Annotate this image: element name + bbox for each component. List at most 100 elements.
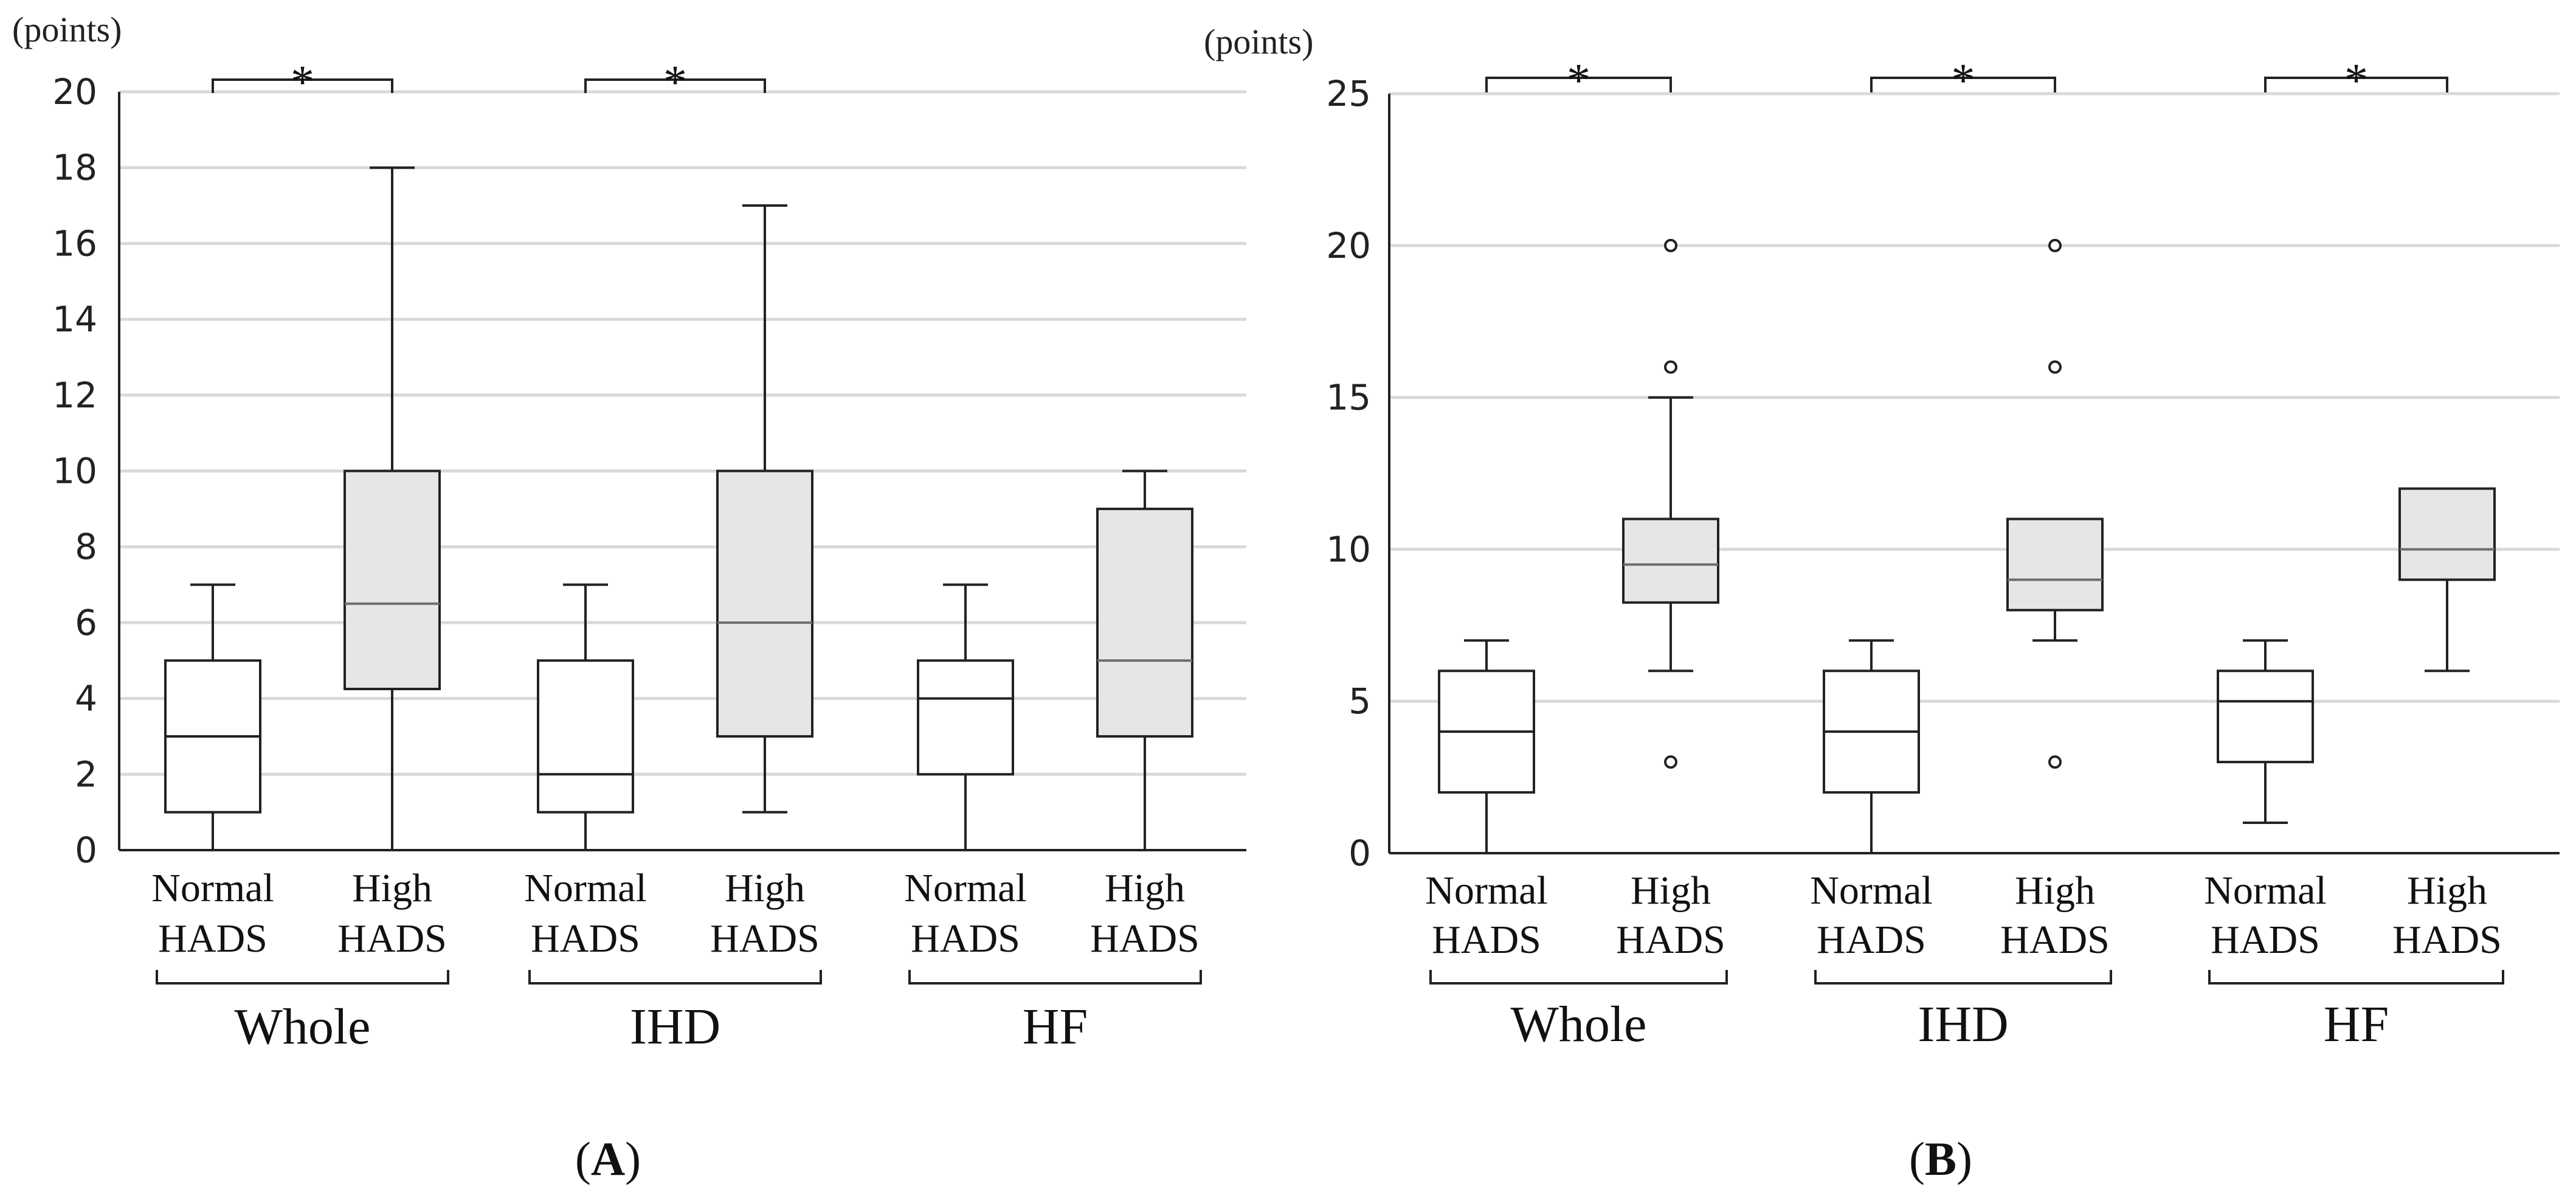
y-tick-label: 2: [75, 753, 97, 795]
category-label-line2: HADS: [337, 916, 447, 961]
group-label: IHD: [1918, 996, 2008, 1053]
category-label-line1: Normal: [1425, 868, 1548, 913]
significance-bracket: [1870, 77, 2056, 92]
chart-panel-a: 0 2 4 6 8 10 12 14 16 18 20 (points) Normal HADS High H…: [12, 10, 1246, 1185]
category-label-line1: High: [725, 866, 805, 910]
y-tick-label: 0: [1348, 832, 1371, 874]
panel-label-letter: B: [1925, 1132, 1956, 1185]
panel-label: (A): [575, 1132, 641, 1185]
normal-hads-box: [164, 583, 261, 851]
category-label-line2: HADS: [531, 916, 640, 961]
y-tick-label: 5: [1348, 680, 1371, 722]
significance-star: *: [2344, 54, 2368, 106]
panel-label-close: ): [625, 1132, 641, 1185]
significance-star: *: [1952, 54, 1975, 106]
group-label: Whole: [1511, 996, 1647, 1053]
y-tick-label: 0: [75, 829, 97, 871]
box-group-whole: Normal HADS High HADS * Whole: [151, 55, 449, 1055]
iqr-box: [2217, 670, 2314, 764]
outlier-point: [1664, 238, 1677, 252]
iqr-box: [537, 659, 634, 814]
high-hads-box: [2006, 238, 2104, 769]
y-tick-label: 14: [52, 299, 97, 340]
outlier-point: [2048, 238, 2062, 252]
y-tick-label: 10: [52, 451, 97, 492]
iqr-box: [2398, 487, 2496, 581]
group-underbracket: [2208, 970, 2504, 985]
panel-label-open: (: [1909, 1132, 1925, 1185]
category-label-line2: HADS: [911, 916, 1020, 961]
normal-hads-box: [1823, 639, 1920, 854]
category-label-line1: High: [1105, 866, 1185, 910]
category-label-line2: HADS: [1817, 918, 1926, 962]
y-unit-label: (points): [12, 10, 122, 49]
category-label-line1: High: [2015, 868, 2095, 913]
category-label-line1: Normal: [151, 866, 274, 910]
category-label-line2: HADS: [1616, 918, 1725, 962]
group-label: HF: [1023, 999, 1088, 1055]
box-group-hf: Normal HADS High HADS * HF: [2204, 54, 2504, 1053]
group-underbracket: [156, 970, 449, 985]
group-underbracket: [1814, 970, 2112, 985]
box-group-ihd: Normal HADS High HADS * IHD: [524, 55, 822, 1055]
y-tick-label: 15: [1326, 377, 1371, 418]
category-label-line1: Normal: [1810, 868, 1933, 913]
y-tick-label: 18: [52, 147, 97, 189]
normal-hads-box: [2217, 639, 2314, 825]
panel-label-open: (: [575, 1132, 591, 1185]
iqr-box: [1622, 517, 1719, 604]
normal-hads-box: [1438, 639, 1535, 854]
group-label: HF: [2324, 996, 2389, 1053]
iqr-box: [344, 469, 441, 691]
y-tick-label: 12: [52, 375, 97, 416]
high-hads-box: [344, 166, 441, 851]
high-hads-box: [2398, 487, 2496, 673]
y-tick-label: 8: [75, 526, 97, 567]
significance-bracket: [2264, 77, 2448, 92]
outlier-point: [2048, 755, 2062, 769]
outlier-point: [1664, 755, 1677, 769]
group-underbracket: [1429, 970, 1728, 985]
y-tick-label: 20: [1326, 225, 1371, 266]
normal-hads-box: [537, 583, 634, 851]
significance-bracket: [212, 78, 393, 93]
high-hads-box: [1622, 238, 1719, 769]
category-label-line2: HADS: [710, 916, 820, 961]
significance-star: *: [663, 55, 687, 108]
y-tick-label: 25: [1326, 73, 1371, 114]
category-label-line2: HADS: [1432, 918, 1541, 962]
category-label-line1: High: [1631, 868, 1711, 913]
high-hads-box: [1096, 469, 1193, 851]
significance-star: *: [1567, 54, 1590, 106]
category-label-line1: High: [2407, 868, 2487, 913]
significance-bracket: [1485, 77, 1672, 92]
category-label-line2: HADS: [2392, 918, 2502, 962]
category-label-line2: HADS: [1090, 916, 1200, 961]
outlier-point: [1664, 360, 1677, 374]
y-tick-label: 20: [52, 71, 97, 112]
iqr-box: [1096, 507, 1193, 738]
group-underbracket: [908, 970, 1202, 985]
panel-label-close: ): [1956, 1132, 1972, 1185]
group-label: Whole: [235, 999, 371, 1055]
group-label: IHD: [630, 999, 720, 1055]
category-label-line2: HADS: [2211, 918, 2320, 962]
category-label-line1: Normal: [524, 866, 647, 910]
panel-label-letter: A: [591, 1132, 625, 1185]
category-label-line1: Normal: [2204, 868, 2327, 913]
significance-bracket: [584, 78, 766, 93]
category-label-line2: HADS: [158, 916, 268, 961]
chart-panel-b: 0 5 10 15 20 25 (points) Normal HADS High HADS * Who…: [1204, 22, 2560, 1185]
panel-label: (B): [1909, 1132, 1972, 1185]
iqr-box: [716, 469, 813, 738]
group-underbracket: [528, 970, 822, 985]
y-tick-label: 10: [1326, 528, 1371, 570]
y-unit-label: (points): [1204, 22, 1313, 61]
box-group-whole: Normal HADS High HADS * Whole: [1425, 54, 1728, 1053]
category-label-line1: Normal: [904, 866, 1027, 910]
category-label-line1: High: [352, 866, 432, 910]
high-hads-box: [716, 204, 813, 814]
significance-star: *: [291, 55, 314, 108]
